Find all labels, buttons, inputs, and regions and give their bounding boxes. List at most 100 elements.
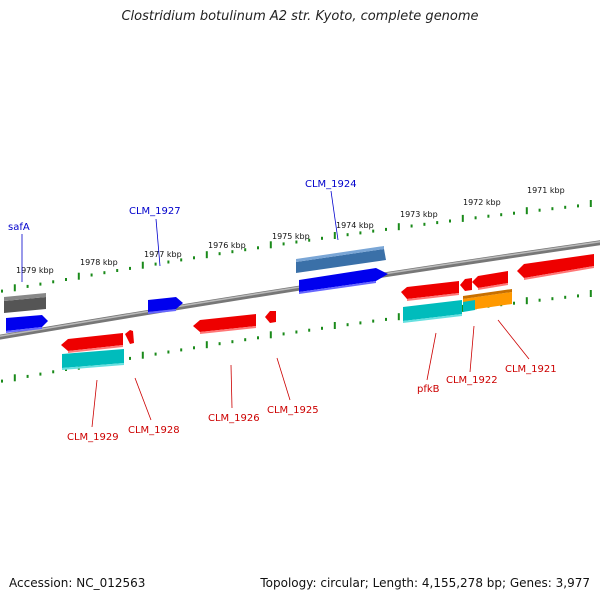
scale-label-1973: 1973 kbp: [400, 210, 438, 219]
label-pfkB[interactable]: pfkB: [417, 384, 440, 395]
upper-track-major-tick: [333, 232, 336, 239]
lower-track-minor-tick: [372, 319, 375, 323]
upper-track-minor-tick: [359, 231, 362, 235]
lower-track-minor-tick: [308, 328, 311, 332]
upper-track-minor-tick: [180, 258, 183, 262]
lower-track-minor-tick: [167, 350, 170, 354]
scale-label-1978: 1978 kbp: [80, 258, 118, 267]
upper-track-minor-tick: [436, 221, 439, 225]
leader-CLM_1926: [230, 364, 233, 409]
gene-CLM_1921[interactable]: [517, 254, 594, 280]
genome-title: Clostridium botulinum A2 str. Kyoto, com…: [121, 9, 479, 24]
upper-track-minor-tick: [410, 224, 413, 228]
leader-CLM_1924: [330, 190, 339, 241]
gene-CLM_1922[interactable]: [460, 278, 512, 312]
scale-label-1979: 1979 kbp: [16, 266, 54, 275]
upper-track-major-tick: [13, 284, 16, 292]
upper-track-minor-tick: [308, 238, 311, 242]
gene-safA[interactable]: [4, 293, 48, 333]
lower-track-minor-tick: [321, 326, 323, 330]
lower-track-minor-tick: [577, 294, 579, 298]
scale-label-1976: 1976 kbp: [208, 241, 246, 250]
gene-CLM_1927[interactable]: [148, 297, 183, 314]
scale-label-1975: 1975 kbp: [272, 232, 310, 241]
gene-CLM_1924[interactable]: [296, 246, 388, 294]
upper-track-minor-tick: [551, 207, 554, 211]
label-CLM_1927[interactable]: CLM_1927: [129, 206, 181, 217]
lower-track-major-tick: [13, 374, 16, 382]
lower-track-minor-tick: [244, 338, 247, 342]
gene-CLM_1929[interactable]: [61, 333, 124, 370]
gene-CLM_1921-a[interactable]: [472, 271, 508, 290]
upper-track-minor-tick: [295, 240, 298, 244]
lower-track-minor-tick: [52, 370, 55, 374]
lower-track-major-tick: [141, 351, 144, 359]
upper-track-minor-tick: [282, 242, 285, 246]
lower-track-minor-tick: [218, 342, 221, 346]
upper-track-minor-tick: [39, 282, 42, 286]
upper-track-minor-tick: [321, 236, 323, 240]
lower-track-minor-tick: [231, 340, 234, 344]
lower-track-minor-tick: [385, 317, 387, 321]
lower-track-minor-tick: [257, 336, 259, 340]
upper-track-major-tick: [525, 207, 528, 215]
upper-track-minor-tick: [90, 273, 93, 277]
upper-track-minor-tick: [231, 250, 234, 254]
label-CLM_1928[interactable]: CLM_1928: [128, 425, 180, 436]
lower-track-major-tick: [461, 304, 464, 312]
label-CLM_1929[interactable]: CLM_1929: [67, 432, 119, 443]
scale-label-1971: 1971 kbp: [527, 186, 565, 195]
gene-CLM_1928[interactable]: [125, 330, 134, 344]
gene-pfkB[interactable]: [401, 281, 462, 323]
scale-label-1974: 1974 kbp: [336, 221, 374, 230]
scale-label-1972: 1972 kbp: [463, 198, 501, 207]
lower-track-minor-tick: [346, 323, 349, 327]
leader-CLM_1921: [497, 319, 530, 360]
upper-track-minor-tick: [564, 205, 567, 209]
upper-track-minor-tick: [218, 252, 221, 256]
leader-CLM_1929: [91, 379, 98, 428]
label-CLM_1922[interactable]: CLM_1922: [446, 375, 498, 386]
lower-track-minor-tick: [26, 374, 29, 378]
label-CLM_1925[interactable]: CLM_1925: [267, 405, 319, 416]
upper-track-major-tick: [397, 223, 400, 231]
gene-CLM_1926[interactable]: [193, 314, 256, 334]
upper-track-minor-tick: [487, 214, 490, 218]
upper-track-major-tick: [461, 214, 464, 222]
upper-track-minor-tick: [538, 208, 541, 212]
upper-track-minor-tick: [474, 216, 477, 220]
lower-track-minor-tick: [1, 379, 3, 383]
label-safA[interactable]: safA: [8, 222, 30, 233]
label-CLM_1921[interactable]: CLM_1921: [505, 364, 557, 375]
upper-track-major-tick: [141, 261, 144, 269]
upper-track-minor-tick: [116, 269, 119, 272]
lower-track-major-tick: [269, 331, 272, 339]
lower-track-minor-tick: [564, 295, 567, 299]
leader-pfkB: [426, 332, 437, 381]
upper-track-major-tick: [269, 241, 272, 249]
upper-track-major-tick: [77, 272, 80, 280]
label-CLM_1926[interactable]: CLM_1926: [208, 413, 260, 424]
upper-track-minor-tick: [513, 211, 515, 215]
upper-track-minor-tick: [103, 271, 106, 275]
lower-track-minor-tick: [154, 352, 157, 356]
upper-track-minor-tick: [372, 229, 375, 233]
lower-track-major-tick: [205, 341, 208, 349]
upper-track-minor-tick: [193, 256, 195, 260]
upper-track-minor-tick: [52, 280, 55, 284]
upper-track-minor-tick: [167, 260, 170, 264]
upper-scale-track: [1, 200, 592, 293]
label-CLM_1924[interactable]: CLM_1924: [305, 179, 357, 190]
leader-CLM_1925: [276, 357, 291, 401]
upper-track-minor-tick: [500, 213, 503, 217]
lower-track-major-tick: [397, 313, 400, 321]
upper-track-minor-tick: [65, 278, 67, 281]
lower-track-major-tick: [589, 290, 592, 297]
lower-track-minor-tick: [295, 330, 298, 334]
upper-track-minor-tick: [257, 246, 259, 250]
lower-track-minor-tick: [359, 321, 362, 325]
scale-label-1977: 1977 kbp: [144, 250, 182, 259]
gene-CLM_1925[interactable]: [265, 311, 276, 323]
upper-track-major-tick: [589, 200, 592, 207]
